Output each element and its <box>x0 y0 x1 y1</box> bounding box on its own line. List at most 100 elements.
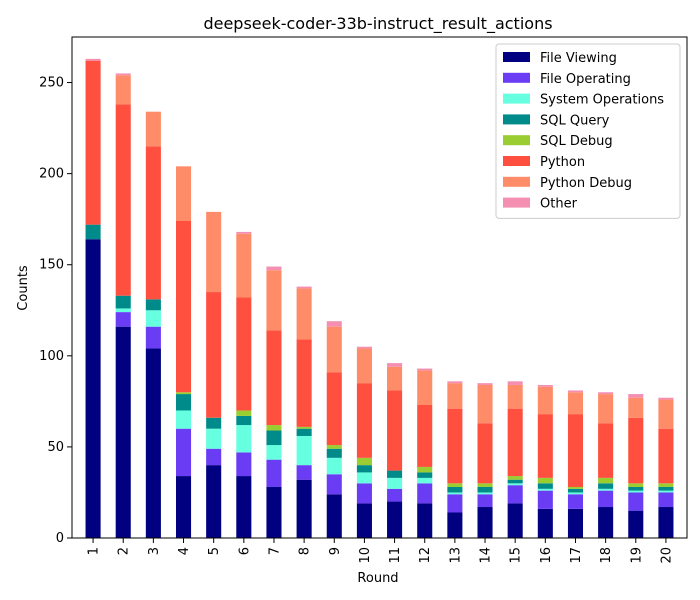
bar-segment <box>115 73 131 76</box>
bar-segment <box>326 321 342 327</box>
x-axis-label: Round <box>357 571 398 586</box>
bar-segment <box>115 326 131 538</box>
bar-segment <box>628 483 644 487</box>
bar-segment <box>507 483 523 486</box>
x-tick-label: 8 <box>298 547 313 555</box>
bar-segment <box>537 488 553 491</box>
bar-segment <box>326 494 342 538</box>
bar-segment <box>658 490 674 493</box>
bar-segment <box>477 483 493 487</box>
bar-segment <box>537 483 553 489</box>
bar-segment <box>507 408 523 477</box>
bar-segment <box>507 384 523 409</box>
y-tick-label: 100 <box>39 349 64 364</box>
bar-segment <box>417 368 433 371</box>
bar-segment <box>85 239 101 538</box>
legend-entry: File Viewing <box>540 51 617 66</box>
bar-segment <box>628 510 644 538</box>
legend-swatch <box>503 176 530 187</box>
legend: File Viewing File Operating System Operati… <box>495 43 681 219</box>
legend-swatch <box>503 52 530 62</box>
bar-segment <box>598 392 614 395</box>
bar-segment <box>567 486 584 489</box>
bar-segment <box>387 477 403 489</box>
bar-segment <box>567 392 584 415</box>
legend-entry: SQL Debug <box>540 134 613 149</box>
bar-segment <box>628 492 644 511</box>
bar-segment <box>206 428 222 449</box>
bar-segment <box>175 476 192 538</box>
bar-segment <box>145 310 161 327</box>
bar-segment <box>567 508 584 538</box>
bar-segment <box>628 394 644 398</box>
bar-segment <box>206 417 222 429</box>
bar-segment <box>537 384 553 387</box>
bar-segment <box>567 390 584 393</box>
bar-segment <box>447 486 463 493</box>
bar-segment <box>387 390 403 471</box>
bar-segment <box>115 312 131 327</box>
bar-segment <box>206 211 222 293</box>
bar-segment <box>356 346 372 349</box>
legend-swatch <box>503 93 530 104</box>
bar-segment <box>628 486 644 491</box>
bar-segment <box>537 386 553 415</box>
bar-segment <box>236 231 252 234</box>
bar-segment <box>567 492 584 495</box>
bar-segment <box>628 417 644 484</box>
bar-segment <box>145 348 161 538</box>
bar-segment <box>326 326 342 373</box>
bar-segment <box>175 410 192 429</box>
y-tick-label: 200 <box>39 167 64 182</box>
bar-segment <box>175 221 192 393</box>
bar-segment <box>296 479 312 538</box>
bar-segment <box>537 414 553 478</box>
bar-segment <box>236 415 252 426</box>
bar-segment <box>658 428 674 484</box>
bar-segment <box>85 58 101 61</box>
bar-segment <box>356 472 372 484</box>
x-tick-label: 13 <box>448 547 463 564</box>
bar-segment <box>296 428 312 436</box>
bar-segment <box>598 488 614 491</box>
bars-layer <box>85 58 674 538</box>
bar-segment <box>326 448 342 458</box>
bar-segment <box>145 326 161 349</box>
y-tick-label: 150 <box>39 258 64 273</box>
y-axis: 0 50 100 150 200 250 <box>39 76 72 546</box>
bar-segment <box>567 414 584 487</box>
y-axis-label: Counts <box>16 265 31 311</box>
bar-segment <box>236 476 252 538</box>
bar-segment <box>175 392 192 395</box>
bar-segment <box>145 146 161 300</box>
bar-segment <box>507 503 523 538</box>
x-tick-label: 3 <box>147 547 162 555</box>
bar-segment <box>417 483 433 504</box>
legend-swatch <box>503 197 530 208</box>
bar-segment <box>236 452 252 477</box>
bar-segment <box>628 490 644 493</box>
bar-segment <box>447 494 463 513</box>
bar-segment <box>206 292 222 418</box>
plot-frame <box>71 36 688 539</box>
bar-segment <box>417 405 433 467</box>
bar-segment <box>537 490 553 509</box>
bar-segment <box>115 104 131 296</box>
bar-segment <box>598 423 614 478</box>
x-tick-label: 18 <box>599 547 614 564</box>
bar-segment <box>537 477 553 484</box>
legend-entry: Other <box>540 197 578 212</box>
legend-swatch <box>503 156 530 166</box>
y-tick-label: 250 <box>39 76 64 91</box>
bar-segment <box>266 330 282 426</box>
bar-segment <box>477 492 493 495</box>
bar-segment <box>387 470 403 478</box>
bar-segment <box>507 479 523 484</box>
bar-segment <box>206 448 222 466</box>
bar-segment <box>447 483 463 487</box>
bar-segment <box>236 297 252 411</box>
bar-segment <box>537 508 553 538</box>
legend-swatch <box>503 135 530 146</box>
x-tick-label: 19 <box>629 547 644 564</box>
bar-segment <box>115 295 131 309</box>
